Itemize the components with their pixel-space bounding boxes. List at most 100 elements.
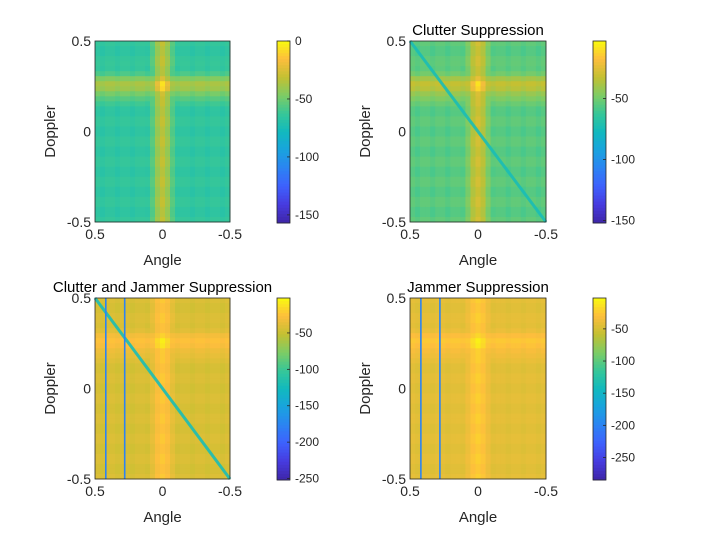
heatmap-cell	[145, 136, 151, 142]
heatmap-cell	[220, 338, 226, 344]
heatmap-cell	[110, 196, 116, 203]
heatmap-cell	[535, 428, 542, 435]
colorbar-swatch	[593, 113, 606, 118]
heatmap-cell	[495, 71, 502, 77]
heatmap-cell	[500, 191, 507, 198]
heatmap-cell	[190, 71, 196, 77]
heatmap-cell	[490, 418, 497, 425]
heatmap-cell	[225, 348, 231, 354]
colorbar-swatch	[277, 389, 290, 393]
heatmap-cell	[430, 106, 436, 112]
heatmap-cell	[435, 151, 441, 158]
heatmap-cell	[165, 131, 171, 137]
heatmap-cell	[500, 201, 507, 208]
heatmap-cell	[155, 211, 161, 218]
heatmap-cell	[430, 393, 436, 399]
heatmap-cell	[485, 343, 491, 349]
heatmap-cell	[530, 333, 537, 339]
heatmap-cell	[155, 433, 161, 440]
heatmap-cell	[110, 126, 116, 132]
colorbar-swatch	[593, 165, 606, 169]
heatmap-cell	[180, 363, 186, 369]
heatmap-cell	[105, 348, 111, 354]
heatmap-cell	[470, 46, 476, 52]
heatmap-cell	[165, 186, 171, 193]
colorbar-swatch	[277, 419, 290, 423]
colorbar-swatch	[277, 59, 290, 63]
colorbar-swatch	[593, 186, 606, 191]
heatmap-cell	[490, 51, 497, 57]
heatmap-cell	[220, 473, 226, 480]
heatmap-cell	[145, 51, 151, 57]
colorbar-swatch	[593, 416, 606, 420]
heatmap-cell	[145, 181, 151, 188]
heatmap-cell	[220, 96, 226, 102]
heatmap-cell	[505, 196, 512, 203]
heatmap-cell	[480, 368, 486, 374]
heatmap-cell	[455, 211, 461, 218]
heatmap-cell	[440, 368, 446, 374]
heatmap-cell	[415, 66, 421, 72]
colorbar-swatch	[277, 95, 290, 100]
heatmap-cell	[120, 358, 126, 364]
heatmap-cell	[430, 141, 436, 147]
heatmap-cell	[100, 61, 106, 67]
heatmap-cell	[205, 201, 211, 208]
heatmap-cell	[420, 403, 426, 410]
heatmap-cell	[150, 453, 156, 460]
heatmap-cell	[445, 353, 451, 359]
heatmap-cell	[490, 46, 497, 52]
heatmap-cell	[185, 328, 191, 334]
heatmap-cell	[505, 433, 512, 440]
heatmap-cell	[205, 433, 211, 440]
heatmap-cell	[190, 81, 196, 87]
heatmap-cell	[485, 116, 491, 122]
heatmap-cell	[430, 433, 436, 440]
heatmap-cell	[510, 398, 517, 404]
heatmap-cell	[185, 398, 191, 404]
heatmap-cell	[540, 443, 547, 450]
heatmap-cell	[165, 211, 171, 218]
heatmap-cell	[135, 413, 141, 420]
heatmap-cell	[525, 303, 532, 309]
heatmap-cell	[175, 443, 181, 450]
heatmap-cell	[415, 468, 421, 475]
heatmap-cell	[505, 91, 512, 97]
heatmap-cell	[170, 378, 176, 384]
heatmap-cell	[145, 66, 151, 72]
heatmap-cell	[480, 111, 486, 117]
heatmap-cell	[145, 333, 151, 339]
heatmap-cell	[105, 463, 111, 470]
heatmap-cell	[185, 458, 191, 465]
heatmap-cell	[410, 151, 416, 158]
heatmap-cell	[510, 141, 517, 147]
heatmap-cell	[435, 141, 441, 147]
heatmap-cell	[120, 298, 126, 304]
heatmap-cell	[160, 161, 166, 168]
heatmap-cell	[155, 176, 161, 183]
heatmap-cell	[465, 126, 471, 132]
heatmap-cell	[115, 111, 121, 117]
heatmap-cell	[130, 323, 136, 329]
heatmap-cell	[515, 413, 522, 420]
heatmap-cell	[470, 81, 476, 87]
heatmap-cell	[415, 111, 421, 117]
heatmap-cell	[195, 298, 201, 304]
heatmap-cell	[215, 443, 221, 450]
heatmap-cell	[480, 106, 486, 112]
heatmap-cell	[515, 151, 522, 158]
heatmap-cell	[540, 323, 547, 329]
heatmap-cell	[510, 46, 517, 52]
heatmap-cell	[225, 443, 231, 450]
heatmap-cell	[485, 458, 491, 465]
heatmap-cell	[510, 413, 517, 420]
heatmap-cell	[185, 126, 191, 132]
heatmap-cell	[180, 141, 186, 147]
heatmap-cell	[135, 328, 141, 334]
heatmap-cell	[460, 403, 466, 410]
heatmap-cell	[125, 383, 131, 389]
heatmap-cell	[140, 418, 146, 425]
heatmap-cell	[500, 121, 507, 127]
heatmap-cell	[225, 303, 231, 309]
heatmap-cell	[455, 86, 461, 92]
